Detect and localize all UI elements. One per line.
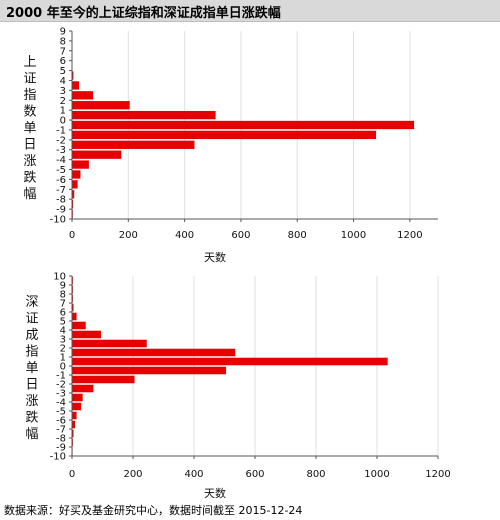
bar — [72, 366, 227, 375]
bar — [72, 180, 78, 189]
y-tick-label: -5 — [56, 165, 66, 176]
bar — [72, 150, 122, 159]
bar — [72, 110, 216, 120]
x-tick-label: 400 — [184, 469, 203, 480]
bar — [72, 190, 75, 199]
y-tick-label: -4 — [56, 155, 66, 166]
bar — [72, 339, 147, 348]
y-tick-label: -4 — [56, 398, 66, 409]
y-tick-label: 1 — [60, 353, 66, 364]
x-tick-label: 1000 — [364, 469, 389, 480]
bar — [72, 321, 86, 330]
bar — [72, 384, 94, 393]
y-tick-label: 6 — [60, 308, 66, 319]
y-tick-label: -2 — [56, 380, 66, 391]
x-tick-label: 600 — [245, 469, 264, 480]
y-tick-label: 0 — [60, 116, 66, 127]
y-tick-label: -1 — [56, 371, 66, 382]
bar — [72, 348, 236, 357]
x-tick-label: 0 — [69, 230, 75, 241]
x-tick-label: 200 — [119, 230, 138, 241]
x-axis-title: 天数 — [204, 251, 226, 264]
y-tick-label: 2 — [60, 96, 66, 107]
y-tick-label: 1 — [60, 106, 66, 117]
x-tick-label: 1200 — [397, 230, 422, 241]
bar — [72, 357, 388, 366]
bar — [72, 303, 74, 312]
y-tick-label: 7 — [60, 299, 66, 310]
x-tick-label: 800 — [288, 230, 307, 241]
bar — [72, 71, 74, 80]
y-tick-label: 4 — [60, 76, 66, 87]
bar — [72, 91, 94, 100]
x-tick-label: 800 — [306, 469, 325, 480]
bar — [72, 312, 77, 321]
x-tick-label: 1000 — [341, 230, 366, 241]
y-tick-label: 9 — [60, 27, 66, 38]
bar — [72, 375, 135, 384]
y-tick-label: -7 — [56, 185, 66, 196]
y-tick-label: 8 — [60, 290, 66, 301]
source-note: 数据来源：好买及基金研究中心，数据时间截至 2015-12-24 — [4, 504, 303, 517]
y-tick-label: -5 — [56, 407, 66, 418]
title-bar: 2000 年至今的上证综指和深证成指单日涨跌幅 — [0, 0, 500, 22]
bar — [72, 200, 74, 209]
bar — [72, 140, 195, 149]
bar — [72, 330, 101, 339]
y-tick-label: -8 — [56, 195, 66, 206]
y-tick-label: -3 — [56, 145, 66, 156]
page-title: 2000 年至今的上证综指和深证成指单日涨跌幅 — [6, 6, 281, 21]
y-axis-title: 上证指数单日涨跌幅 — [23, 55, 36, 202]
x-tick-label: 200 — [123, 469, 142, 480]
bar — [72, 81, 80, 90]
y-tick-label: -6 — [56, 175, 66, 186]
y-tick-label: 2 — [60, 344, 66, 355]
x-axis-title: 天数 — [204, 487, 226, 500]
x-tick-label: 400 — [175, 230, 194, 241]
bar — [72, 170, 81, 179]
y-tick-label: 3 — [60, 86, 66, 97]
y-tick-label: -3 — [56, 389, 66, 400]
bar — [72, 429, 74, 438]
y-tick-label: 8 — [60, 36, 66, 47]
y-tick-label: 5 — [60, 66, 66, 77]
bar — [72, 160, 89, 169]
y-tick-label: -7 — [56, 425, 66, 436]
bar — [72, 420, 76, 429]
y-tick-label: 7 — [60, 46, 66, 57]
bar — [72, 393, 83, 402]
y-tick-label: -10 — [50, 215, 66, 226]
bar — [72, 120, 415, 130]
y-tick-label: -9 — [56, 205, 66, 216]
y-tick-label: 9 — [60, 281, 66, 292]
y-tick-label: -6 — [56, 416, 66, 427]
y-tick-label: -10 — [50, 452, 66, 463]
x-tick-label: 600 — [231, 230, 250, 241]
bar — [72, 130, 377, 140]
y-tick-label: -2 — [56, 135, 66, 146]
y-tick-label: 5 — [60, 317, 66, 328]
y-tick-label: -9 — [56, 443, 66, 454]
y-tick-label: 3 — [60, 335, 66, 346]
bar — [72, 101, 130, 110]
bar — [72, 411, 77, 420]
x-tick-label: 0 — [69, 469, 75, 480]
y-tick-label: -8 — [56, 434, 66, 445]
y-axis-title: 深证成指单日涨跌幅 — [25, 295, 38, 442]
y-tick-label: 6 — [60, 56, 66, 67]
y-tick-label: 4 — [60, 326, 66, 337]
bar — [72, 402, 82, 411]
y-tick-label: -1 — [56, 125, 66, 136]
x-tick-label: 1200 — [425, 469, 450, 480]
y-tick-label: 10 — [53, 272, 66, 283]
y-tick-label: 0 — [60, 362, 66, 373]
